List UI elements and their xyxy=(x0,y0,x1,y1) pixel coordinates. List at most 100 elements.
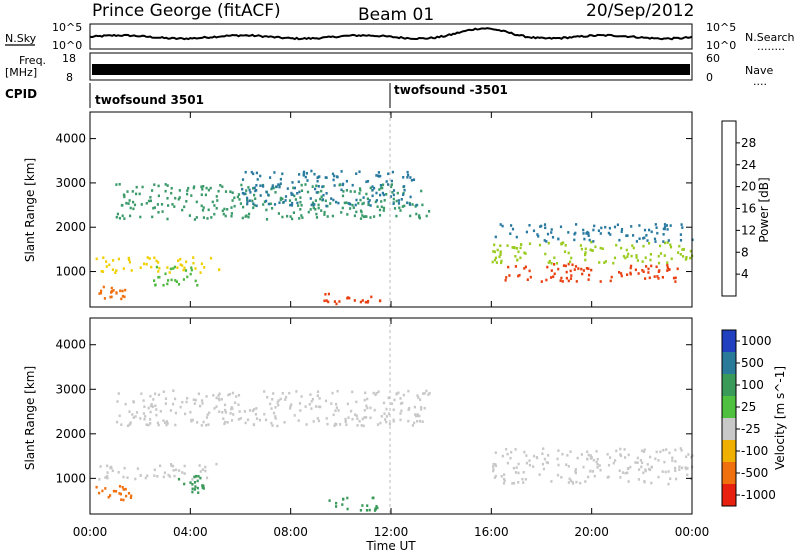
velocity-region-3-cell xyxy=(194,398,197,402)
power-region-7-cell xyxy=(580,247,583,251)
velocity-region-0-cell xyxy=(204,465,207,469)
velocity-region-3-cell xyxy=(215,405,218,408)
power-region-3-cell xyxy=(311,185,314,188)
power-region-3-cell xyxy=(383,199,386,202)
power-region-4-cell xyxy=(250,170,253,174)
velocity-region-4-cell xyxy=(341,503,344,506)
power-region-4-cell xyxy=(389,195,392,198)
power-region-8-cell xyxy=(540,224,543,228)
velocity-region-3-cell xyxy=(128,423,131,426)
power-region-8-cell xyxy=(666,228,669,231)
power-region-7-cell xyxy=(548,259,551,263)
velocity-region-3-cell xyxy=(361,417,364,421)
power-region-7-cell xyxy=(684,258,687,261)
power-region-3-cell xyxy=(178,196,181,199)
velocity-colorbar-swatch xyxy=(722,462,736,485)
power-region-1-cell xyxy=(112,289,115,292)
power-region-4-cell xyxy=(259,184,262,187)
velocity-region-3-cell xyxy=(317,405,320,409)
power-region-3-cell xyxy=(307,210,310,214)
velocity-region-3-cell xyxy=(416,394,419,397)
power-region-4-cell xyxy=(410,179,413,182)
nsearch-tick-top: 10^5 xyxy=(706,21,736,34)
velocity-region-5-cell xyxy=(685,467,688,471)
power-region-8-cell xyxy=(592,240,595,243)
power-region-2-cell xyxy=(172,267,175,270)
power-region-4-cell xyxy=(282,200,285,204)
power-region-6-cell xyxy=(650,264,653,268)
cpid-entry-2: twofsound -3501 xyxy=(394,83,508,97)
power-region-4-cell xyxy=(325,192,328,195)
power-region-6-cell xyxy=(645,265,648,268)
velocity-region-3-cell xyxy=(345,423,348,426)
power-region-0-cell xyxy=(145,262,148,266)
power-region-4-cell xyxy=(406,201,409,205)
velocity-region-1-cell xyxy=(95,485,98,489)
velocity-region-3-cell xyxy=(335,423,338,426)
power-region-4-cell xyxy=(313,172,316,176)
velocity-region-1-cell xyxy=(122,498,125,502)
velocity-region-3-cell xyxy=(201,402,204,405)
velocity-region-5-cell xyxy=(494,463,497,466)
velocity-region-3-cell xyxy=(243,410,246,413)
velocity-region-0-cell xyxy=(134,477,137,481)
power-region-8-cell xyxy=(626,234,629,237)
velocity-region-2-cell xyxy=(177,477,181,481)
power-region-7-cell xyxy=(666,261,669,264)
power-region-6-cell xyxy=(552,275,555,278)
power-region-5-cell xyxy=(378,299,382,302)
power-region-4-cell xyxy=(316,176,319,179)
velocity-region-3-cell xyxy=(223,422,226,426)
power-region-6-cell xyxy=(570,274,573,277)
power-region-6-cell xyxy=(656,275,659,278)
nsky-tick-bottom: 10^0 xyxy=(52,39,82,52)
velocity-region-3-cell xyxy=(252,423,256,427)
velocity-region-3-cell xyxy=(165,423,168,427)
velocity-region-5-cell xyxy=(542,447,545,450)
velocity-region-3-cell xyxy=(334,409,337,412)
power-region-6-cell xyxy=(644,277,647,280)
velocity-region-5-cell xyxy=(643,480,646,483)
velocity-region-3-cell xyxy=(376,423,380,426)
velocity-region-3-cell xyxy=(132,400,135,403)
velocity-region-5-cell xyxy=(492,462,495,466)
power-region-6-cell xyxy=(569,269,572,273)
velocity-region-0-cell xyxy=(201,468,204,471)
velocity-region-3-cell xyxy=(333,424,336,427)
power-region-6-cell xyxy=(526,278,529,281)
velocity-region-3-cell xyxy=(310,400,313,403)
power-region-8-cell xyxy=(582,228,585,232)
power-region-6-cell xyxy=(560,276,563,280)
velocity-region-3-cell xyxy=(226,421,229,424)
velocity-region-0-cell xyxy=(106,464,109,468)
velocity-region-5-cell xyxy=(629,465,632,469)
x-tick-label: 08:00 xyxy=(273,525,308,539)
velocity-region-3-cell xyxy=(363,398,366,402)
velocity-region-2-cell xyxy=(197,491,200,494)
power-region-3-cell xyxy=(298,217,301,220)
power-region-0-cell xyxy=(158,266,161,270)
velocity-region-5-cell xyxy=(494,464,498,468)
power-region-5-cell xyxy=(323,299,326,303)
power-region-7-cell xyxy=(613,256,617,260)
power-region-6-cell xyxy=(514,265,517,268)
power-region-7-cell xyxy=(622,255,625,258)
velocity-region-5-cell xyxy=(590,456,593,459)
power-region-8-cell xyxy=(648,228,651,232)
velocity-region-5-cell xyxy=(521,477,524,481)
power-region-3-cell xyxy=(209,186,212,190)
power-region-8-cell xyxy=(654,223,657,226)
velocity-colorbar-tick-label: -25 xyxy=(741,422,761,436)
power-region-3-cell xyxy=(281,197,284,201)
power-region-7-cell xyxy=(603,261,606,264)
velocity-region-3-cell xyxy=(300,395,303,398)
velocity-region-5-cell xyxy=(512,481,516,485)
power-region-2-cell xyxy=(184,269,188,272)
velocity-region-3-cell xyxy=(149,404,153,408)
power-region-4-cell xyxy=(265,199,268,203)
velocity-region-3-cell xyxy=(142,412,145,415)
velocity-region-3-cell xyxy=(415,414,418,418)
velocity-region-3-cell xyxy=(277,399,280,402)
power-region-3-cell xyxy=(401,205,404,208)
velocity-region-3-cell xyxy=(413,405,416,409)
